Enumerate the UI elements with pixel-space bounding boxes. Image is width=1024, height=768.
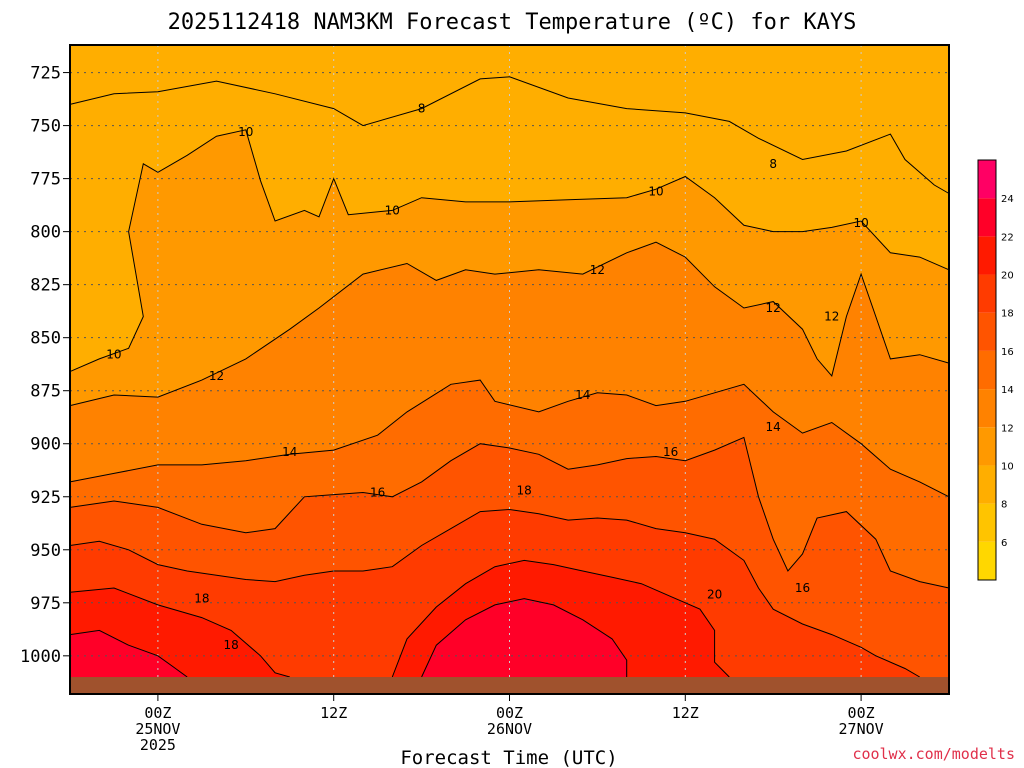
colorbar-swatch-24: [978, 160, 996, 199]
y-tick-label-825: 825: [30, 276, 61, 296]
contour-label-12: 12: [824, 309, 839, 323]
credit-link[interactable]: coolwx.com/modelts: [852, 745, 1015, 763]
colorbar-swatch-22: [978, 198, 996, 237]
colorbar-label-22: 22: [1001, 232, 1014, 243]
contour-14: [69, 379, 950, 498]
colorbar-label-12: 12: [1001, 423, 1014, 434]
colorbar-swatch-18: [978, 274, 996, 313]
colorbar-swatch-14: [978, 350, 996, 390]
colorbar-label-14: 14: [1001, 385, 1014, 396]
contour-label-12: 12: [590, 263, 605, 277]
colorbar-swatch-4: [978, 541, 996, 580]
fill-band-22: [421, 598, 627, 694]
colorbar-label-24: 24: [1001, 194, 1014, 205]
contour-label-20: 20: [707, 587, 722, 601]
contour-label-10: 10: [238, 125, 253, 139]
contour-label-16: 16: [663, 445, 678, 459]
temperature-colorbar: 6 8 10 12 14 16 18 20 22 24: [977, 159, 1014, 581]
contour-label-12: 12: [209, 369, 224, 383]
contour-label-14: 14: [282, 445, 297, 459]
colorbar-swatch-8: [978, 465, 996, 504]
contour-label-8: 8: [769, 157, 777, 171]
contour-label-16: 16: [370, 486, 385, 500]
colorbar-label-8: 8: [1001, 500, 1007, 511]
x-tick-label-h6-1: 25NOV: [135, 720, 180, 738]
colorbar-label-20: 20: [1001, 271, 1014, 282]
x-axis-label: Forecast Time (UTC): [400, 747, 617, 768]
contour-label-18: 18: [194, 592, 209, 606]
dotted-gridlines: [70, 45, 949, 694]
y-tick-label-775: 775: [30, 170, 61, 190]
contour-label-8: 8: [418, 102, 426, 116]
x-tick-label-h18-0: 12Z: [320, 704, 347, 722]
x-tick-label-h6-0: 00Z: [144, 704, 171, 722]
contour-label-10: 10: [385, 203, 400, 217]
contour-12: [69, 241, 950, 407]
colorbar-swatch-6: [978, 503, 996, 542]
contour-20: [391, 559, 730, 678]
colorbar-swatch-12: [978, 389, 996, 428]
x-tick-label-h54-1: 27NOV: [839, 720, 884, 738]
contour-label-12: 12: [766, 301, 781, 315]
colorbar-label-6: 6: [1001, 538, 1007, 549]
y-tick-label-900: 900: [30, 435, 61, 455]
y-tick-label-875: 875: [30, 382, 61, 402]
x-tick-label-h30-1: 26NOV: [487, 720, 532, 738]
colorbar-swatch-10: [978, 427, 996, 466]
contour-22: [421, 598, 628, 678]
contour-label-10: 10: [648, 184, 663, 198]
colorbar-label-10: 10: [1001, 461, 1014, 472]
temperature-fill-bands: [70, 45, 949, 695]
contour-label-18: 18: [224, 638, 239, 652]
y-tick-label-925: 925: [30, 488, 61, 508]
isotherm-contours: [69, 76, 950, 678]
y-tick-label-750: 750: [30, 117, 61, 137]
chart-title: 2025112418 NAM3KM Forecast Temperature (…: [168, 10, 857, 35]
y-tick-label-975: 975: [30, 594, 61, 614]
x-tick-label-h30-0: 00Z: [496, 704, 523, 722]
x-tick-label-h6-2: 2025: [140, 736, 176, 754]
contour-label-10: 10: [106, 348, 121, 362]
contour-label-10: 10: [853, 216, 868, 230]
y-tick-label-950: 950: [30, 541, 61, 561]
x-tick-label-h54-0: 00Z: [848, 704, 875, 722]
contour-20: [69, 587, 290, 678]
contour-label-18: 18: [517, 483, 532, 497]
colorbar-swatch-16: [978, 312, 996, 351]
contour-8: [69, 76, 950, 194]
contour-16: [69, 436, 950, 589]
colorbar-frame: [977, 159, 997, 581]
colorbar-swatch-20: [978, 236, 996, 275]
pressure-axis: 725 750 775 800 825 850 875 900 925 950 975 1000: [20, 64, 70, 667]
contour-22: [69, 629, 188, 678]
y-tick-label-850: 850: [30, 329, 61, 349]
colorbar-label-16: 16: [1001, 347, 1014, 358]
contour-label-14: 14: [575, 388, 590, 402]
contour-label-14: 14: [766, 420, 781, 434]
contour-18: [69, 508, 920, 678]
contour-label-16: 16: [795, 581, 810, 595]
y-tick-label-725: 725: [30, 64, 61, 84]
ground-surface: [70, 677, 949, 694]
x-tick-label-h42-0: 12Z: [672, 704, 699, 722]
y-tick-label-800: 800: [30, 223, 61, 243]
colorbar-label-18: 18: [1001, 309, 1014, 320]
isotherm-labels: 8 8 10 10 10 10 10 12 12 12 12 14 14 14 16 16 16 18 18 18 20: [106, 102, 868, 653]
ground-strip: [70, 677, 949, 694]
y-tick-label-1000: 1000: [20, 647, 61, 667]
contour-10: [69, 129, 950, 373]
